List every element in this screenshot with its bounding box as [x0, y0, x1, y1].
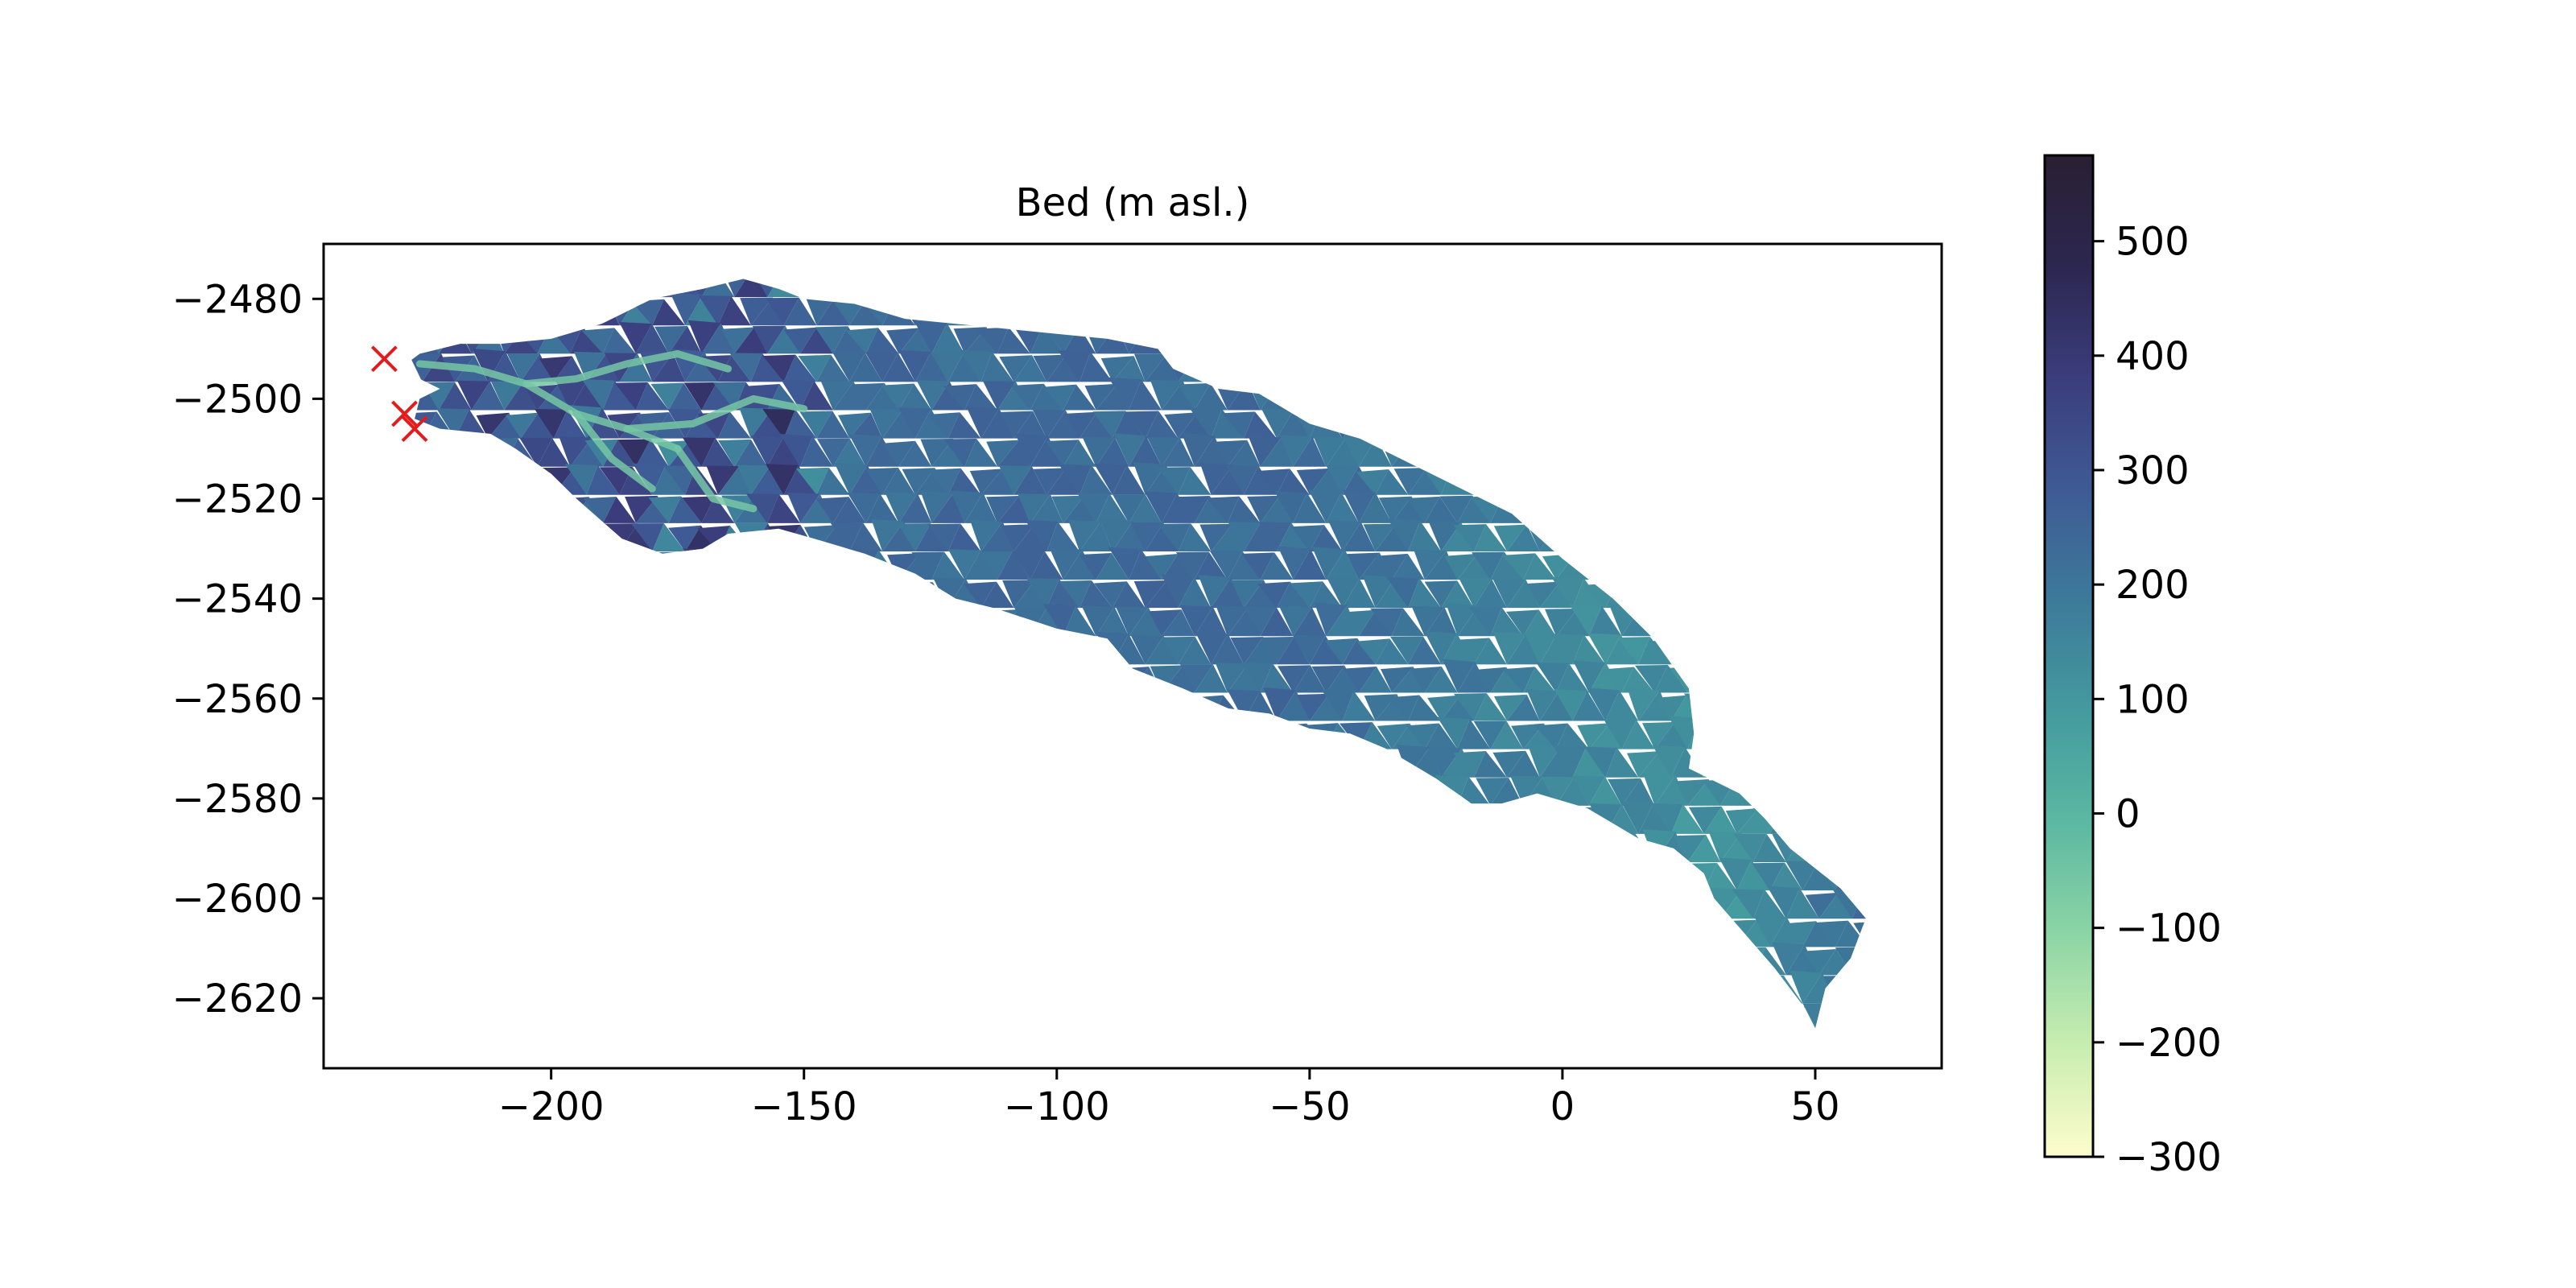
colorbar-tick-label: −100 [2116, 906, 2222, 952]
colorbar-ticks: 500 400 300 200 100 0 −100 −200 −300 [2093, 220, 2222, 1180]
axes-frame [322, 242, 1943, 1070]
x-tick-label: −100 [1004, 1084, 1110, 1129]
colorbar-tick-label: 200 [2116, 563, 2190, 608]
x-tick-label: −200 [498, 1084, 605, 1129]
bed-channels [415, 350, 808, 513]
y-tick-label: −2480 [172, 277, 303, 322]
colorbar-tick-label: −200 [2116, 1021, 2222, 1066]
x-tick-label: 50 [1790, 1084, 1839, 1129]
site-marker-1 [370, 345, 398, 373]
plot-area [370, 279, 1866, 1029]
colorbar-frame [2043, 154, 2095, 1158]
colorbar-tick-label: 100 [2116, 677, 2190, 722]
y-tick-label: −2560 [172, 677, 303, 722]
colorbar-tick-label: 400 [2116, 334, 2190, 379]
site-marker-2 [391, 400, 418, 427]
colorbar-tick-label: 0 [2116, 791, 2140, 836]
x-tick-label: −150 [751, 1084, 857, 1129]
colorbar-tick-label: −300 [2116, 1135, 2222, 1180]
glacier-bed-mesh [399, 279, 1866, 1029]
y-axis: −2480 −2500 −2520 −2540 −2560 −2580 −2600 −2620 [172, 277, 324, 1022]
y-tick-label: −2600 [172, 877, 303, 922]
colorbar-tick-label: 500 [2116, 220, 2190, 265]
site-marker-3 [401, 415, 428, 443]
y-tick-label: −2620 [172, 976, 303, 1022]
y-tick-label: −2520 [172, 477, 303, 522]
y-tick-label: −2540 [172, 577, 303, 622]
y-tick-label: −2500 [172, 377, 303, 422]
colorbar-tick-label: 300 [2116, 448, 2190, 493]
x-tick-label: −50 [1269, 1084, 1350, 1129]
chart-title: Bed (m asl.) [1016, 180, 1250, 225]
colorbar-fill [2045, 155, 2093, 1157]
y-tick-label: −2580 [172, 777, 303, 822]
x-tick-label: 0 [1550, 1084, 1575, 1129]
x-axis: −200 −150 −100 −50 0 50 [498, 1068, 1840, 1129]
colorbar: 500 400 300 200 100 0 −100 −200 −300 [2043, 154, 2222, 1180]
